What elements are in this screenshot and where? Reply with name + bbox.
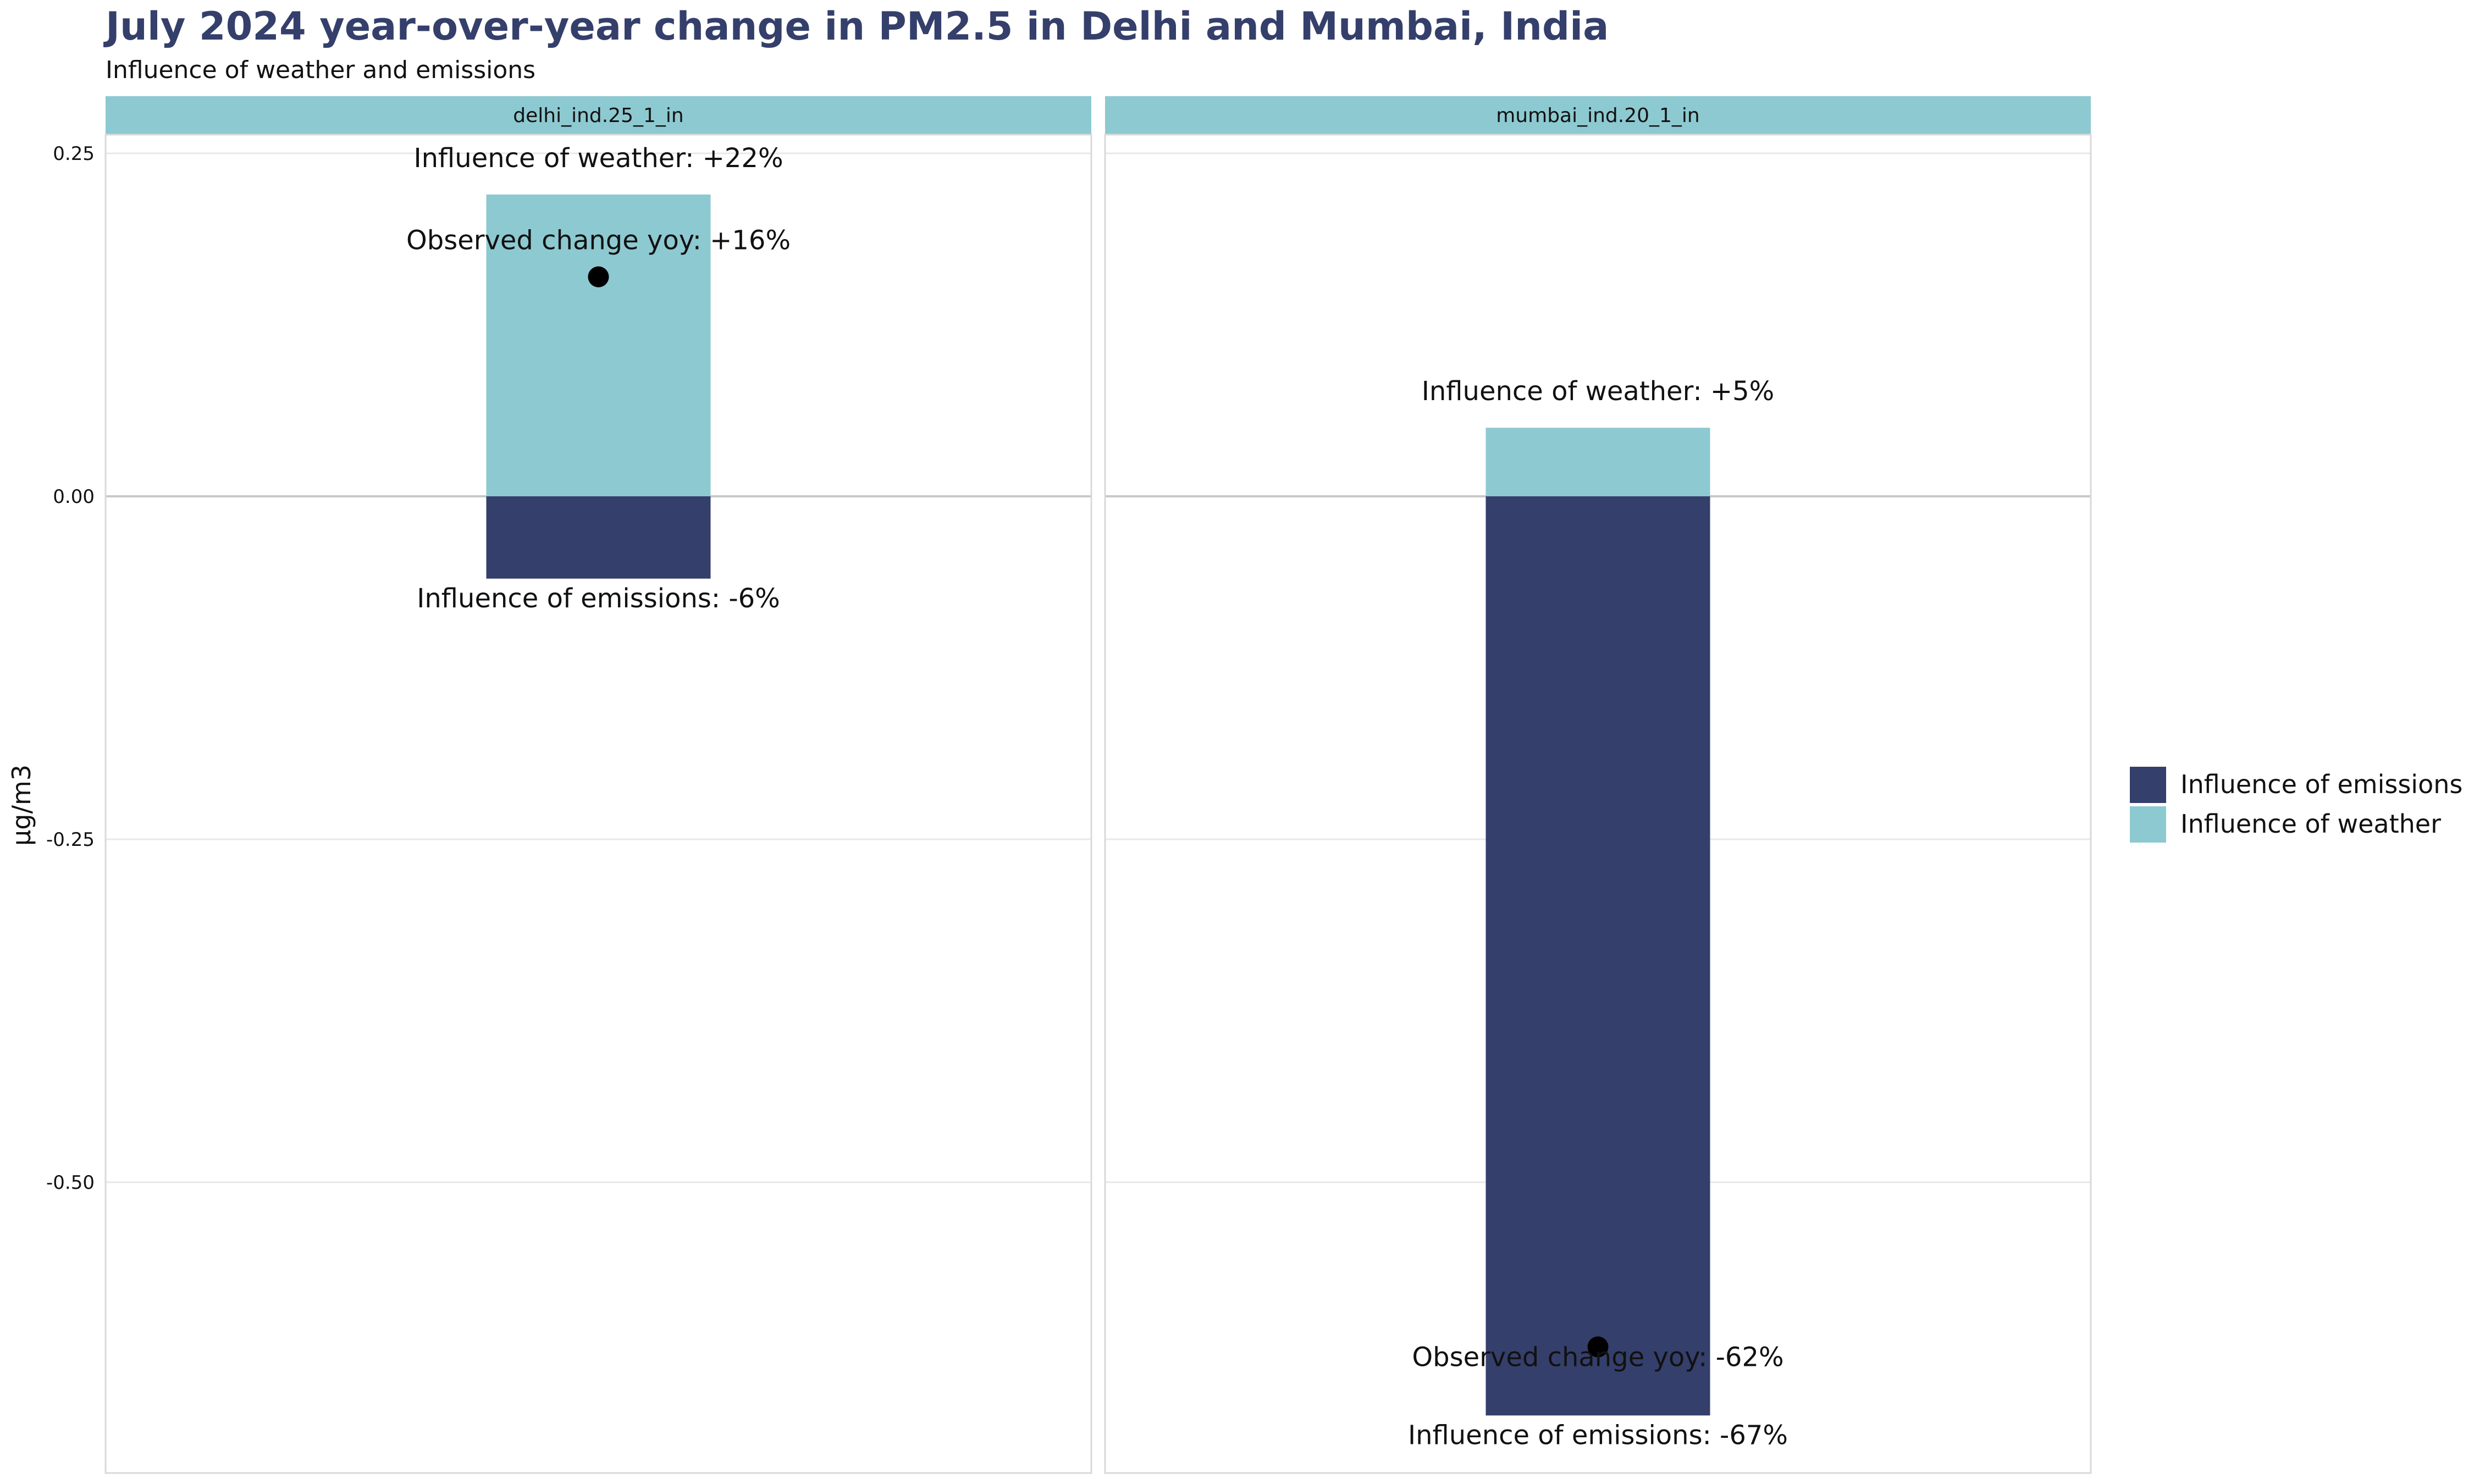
y-tick-label: -0.50	[46, 1172, 95, 1194]
facet-panel: mumbai_ind.20_1_in Influence of weather: …	[1104, 96, 2092, 1474]
legend-label: Influence of weather	[2180, 809, 2441, 839]
emissions-label: Influence of emissions: -6%	[417, 583, 780, 614]
y-tick-label: 0.00	[53, 486, 95, 508]
chart-subtitle: Influence of weather and emissions	[106, 56, 535, 84]
weather-label: Influence of weather: +22%	[413, 143, 783, 174]
chart-title: July 2024 year-over-year change in PM2.5…	[103, 4, 1609, 49]
observed-point	[588, 266, 609, 287]
legend-swatch	[2130, 806, 2166, 843]
y-axis-title: µg/m3	[7, 765, 36, 846]
y-tick-label: 0.25	[53, 143, 95, 165]
observed-label: Observed change yoy: +16%	[406, 225, 791, 256]
legend: Influence of emissions Influence of weath…	[2130, 767, 2462, 843]
facet-strip	[1105, 96, 2091, 135]
weather-label: Influence of weather: +5%	[1422, 376, 1775, 407]
bar-weather	[486, 194, 711, 496]
y-tick-labels: 0.25 0.00 -0.25 -0.50	[46, 143, 95, 1194]
bar-emissions	[1485, 496, 1710, 1416]
bar-weather	[1485, 428, 1710, 496]
facet-panels: delhi_ind.25_1_in Influence of weather: +…	[104, 96, 2092, 1474]
facet-panel: delhi_ind.25_1_in Influence of weather: +…	[104, 96, 1092, 1474]
legend-swatch	[2130, 767, 2166, 803]
emissions-label: Influence of emissions: -67%	[1408, 1420, 1788, 1450]
bar-emissions	[486, 496, 711, 579]
panel-border	[104, 134, 1092, 1474]
facet-strip-label: mumbai_ind.20_1_in	[1496, 104, 1700, 127]
legend-label: Influence of emissions	[2180, 769, 2462, 799]
facet-strip	[106, 96, 1091, 135]
observed-label: Observed change yoy: -62%	[1412, 1342, 1783, 1373]
panel-border	[1104, 134, 2092, 1474]
observed-point	[1587, 1336, 1609, 1358]
y-tick-label: -0.25	[46, 829, 95, 851]
facet-strip-label: delhi_ind.25_1_in	[513, 104, 683, 127]
